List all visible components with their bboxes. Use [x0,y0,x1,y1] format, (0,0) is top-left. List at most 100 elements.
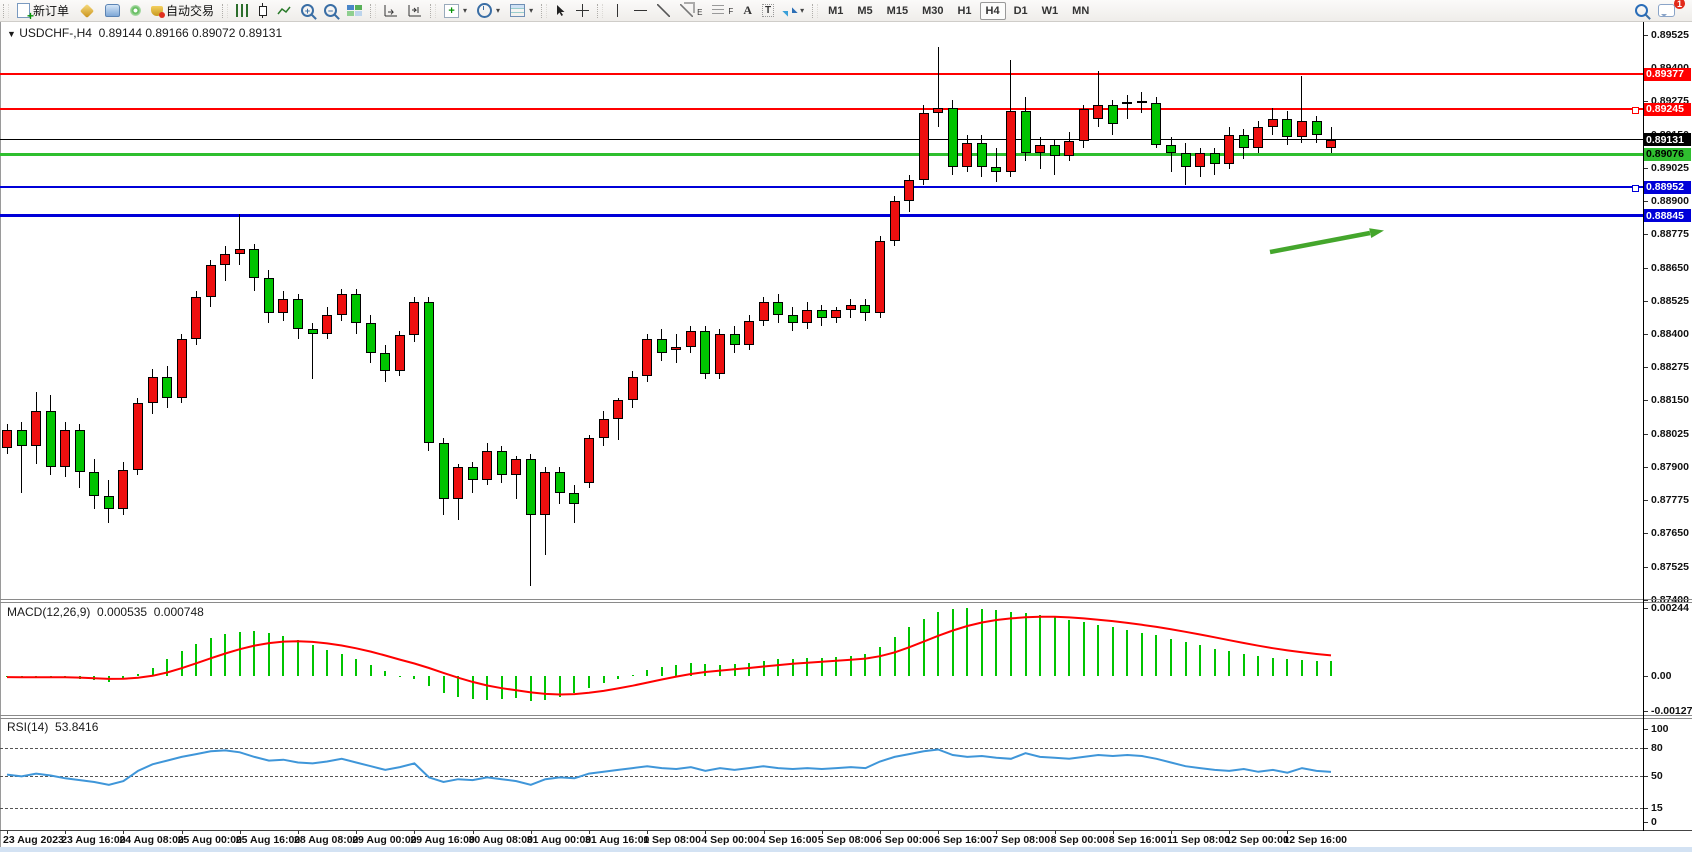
candle-up [613,400,624,419]
tile-windows-button[interactable] [342,3,367,18]
macd-histogram-bar [209,638,212,676]
price-axis-border [1643,21,1644,831]
templates-button[interactable]: ▾ [505,2,538,19]
time-tick [7,830,8,834]
chevron-down-icon: ▾ [496,6,501,15]
timeframe-mn[interactable]: MN [1072,4,1090,17]
search-button[interactable] [1630,2,1653,19]
price-tick [1643,566,1648,568]
text-label-button[interactable]: T [757,2,779,19]
macd-tick [1643,676,1648,677]
hline-drag-handle[interactable] [1632,184,1639,192]
time-tick [1229,830,1231,834]
candlestick-chart-button[interactable] [253,1,272,20]
current-price-line[interactable] [0,139,1643,141]
candle-up [1267,118,1278,127]
signals-button[interactable] [125,3,146,18]
candle-up [845,304,856,311]
timeframe-h1[interactable]: H1 [957,4,972,17]
macd-histogram-bar [1228,651,1231,676]
time-axis-border [0,830,1692,831]
chart-shift-button[interactable] [403,2,427,19]
horizontal-line-object[interactable] [0,73,1643,76]
arrows-button[interactable]: ▾ [779,3,809,19]
rsi-level-line [0,747,1643,749]
timeframe-m15[interactable]: M15 [886,4,909,17]
market-watch-button[interactable] [100,2,125,19]
candle-down [351,294,362,324]
time-axis-label: 25 Aug 16:00 [235,834,301,846]
candle-down [525,458,536,515]
zoom-in-button[interactable]: + [296,2,319,19]
macd-histogram-bar [282,635,285,676]
macd-histogram-bar [1184,641,1187,676]
chevron-down-icon: ▾ [800,6,805,15]
time-tick [239,830,241,834]
time-axis-label: 30 Aug 08:00 [468,834,533,846]
candle-up [714,333,725,374]
macd-signal-value: 0.000748 [153,605,204,619]
zoom-out-button[interactable]: − [319,2,342,19]
macd-histogram-bar [980,608,983,676]
rsi-level-line [0,775,1643,777]
horizontal-line-object[interactable] [0,152,1643,156]
periods-button[interactable]: ▾ [472,1,505,20]
macd-rsi-separator[interactable] [0,715,1692,716]
hline-drag-handle[interactable] [1632,106,1639,114]
trend-arrow-head[interactable] [1369,228,1384,238]
timeframe-m1[interactable]: M1 [828,4,844,17]
trend-arrow-line[interactable] [1269,230,1371,255]
macd-axis-label: 0.00244 [1651,601,1689,614]
candle-wick [1170,137,1172,172]
horizontal-line-object[interactable] [0,186,1643,189]
candle-up [802,310,813,324]
time-tick [414,830,416,834]
macd-histogram-bar [78,676,81,679]
chart-shift-icon [408,5,422,17]
horizontal-line-button[interactable] [629,8,652,13]
timeframe-d1[interactable]: D1 [1013,4,1028,17]
macd-histogram-bar [762,660,765,676]
macd-histogram-bar [1155,635,1158,676]
equidistant-channel-button[interactable]: E [675,2,707,19]
candle-up [220,254,231,265]
candle-up [758,302,769,321]
price-axis-label: 0.88775 [1651,228,1689,241]
horizontal-line-object[interactable] [0,214,1643,218]
signal-icon [130,5,142,16]
rsi-level-line [0,808,1643,810]
bar-chart-button[interactable] [231,2,253,19]
cursor-button[interactable] [550,2,571,19]
zoom-out-icon: − [324,4,338,17]
timeframe-m5[interactable]: M5 [857,4,873,17]
macd-histogram-bar [1271,658,1274,676]
new-order-button[interactable]: 新订单 [12,0,74,23]
auto-trading-button[interactable]: 自动交易 [146,0,219,21]
crosshair-button[interactable] [571,2,594,19]
auto-scroll-button[interactable] [379,2,403,19]
timeframe-m30[interactable]: M30 [922,4,944,17]
trendline-button[interactable] [652,2,675,19]
main-macd-separator[interactable] [0,599,1692,600]
candle-up [234,248,245,255]
macd-histogram-bar [1213,648,1216,676]
time-tick [589,830,590,834]
macd-tick [1643,607,1648,609]
time-tick [938,830,940,834]
candle-up [118,469,129,510]
group-separator [597,3,604,18]
line-chart-button[interactable] [272,3,296,19]
horizontal-line-object[interactable] [0,108,1643,111]
text-button[interactable]: A [738,1,757,20]
vertical-line-button[interactable] [606,2,629,19]
timeframe-w1[interactable]: W1 [1041,4,1059,17]
candle-up [278,299,289,313]
styler-button[interactable] [74,3,100,18]
candle-wick [617,397,619,441]
timeframe-h4[interactable]: H4 [979,1,1006,20]
notifications-button[interactable]: 1 [1653,0,1685,19]
fibonacci-button[interactable]: F [707,3,738,18]
candle-up [904,179,915,202]
macd-histogram-bar [704,664,707,676]
indicators-button[interactable]: + ▾ [439,2,472,20]
